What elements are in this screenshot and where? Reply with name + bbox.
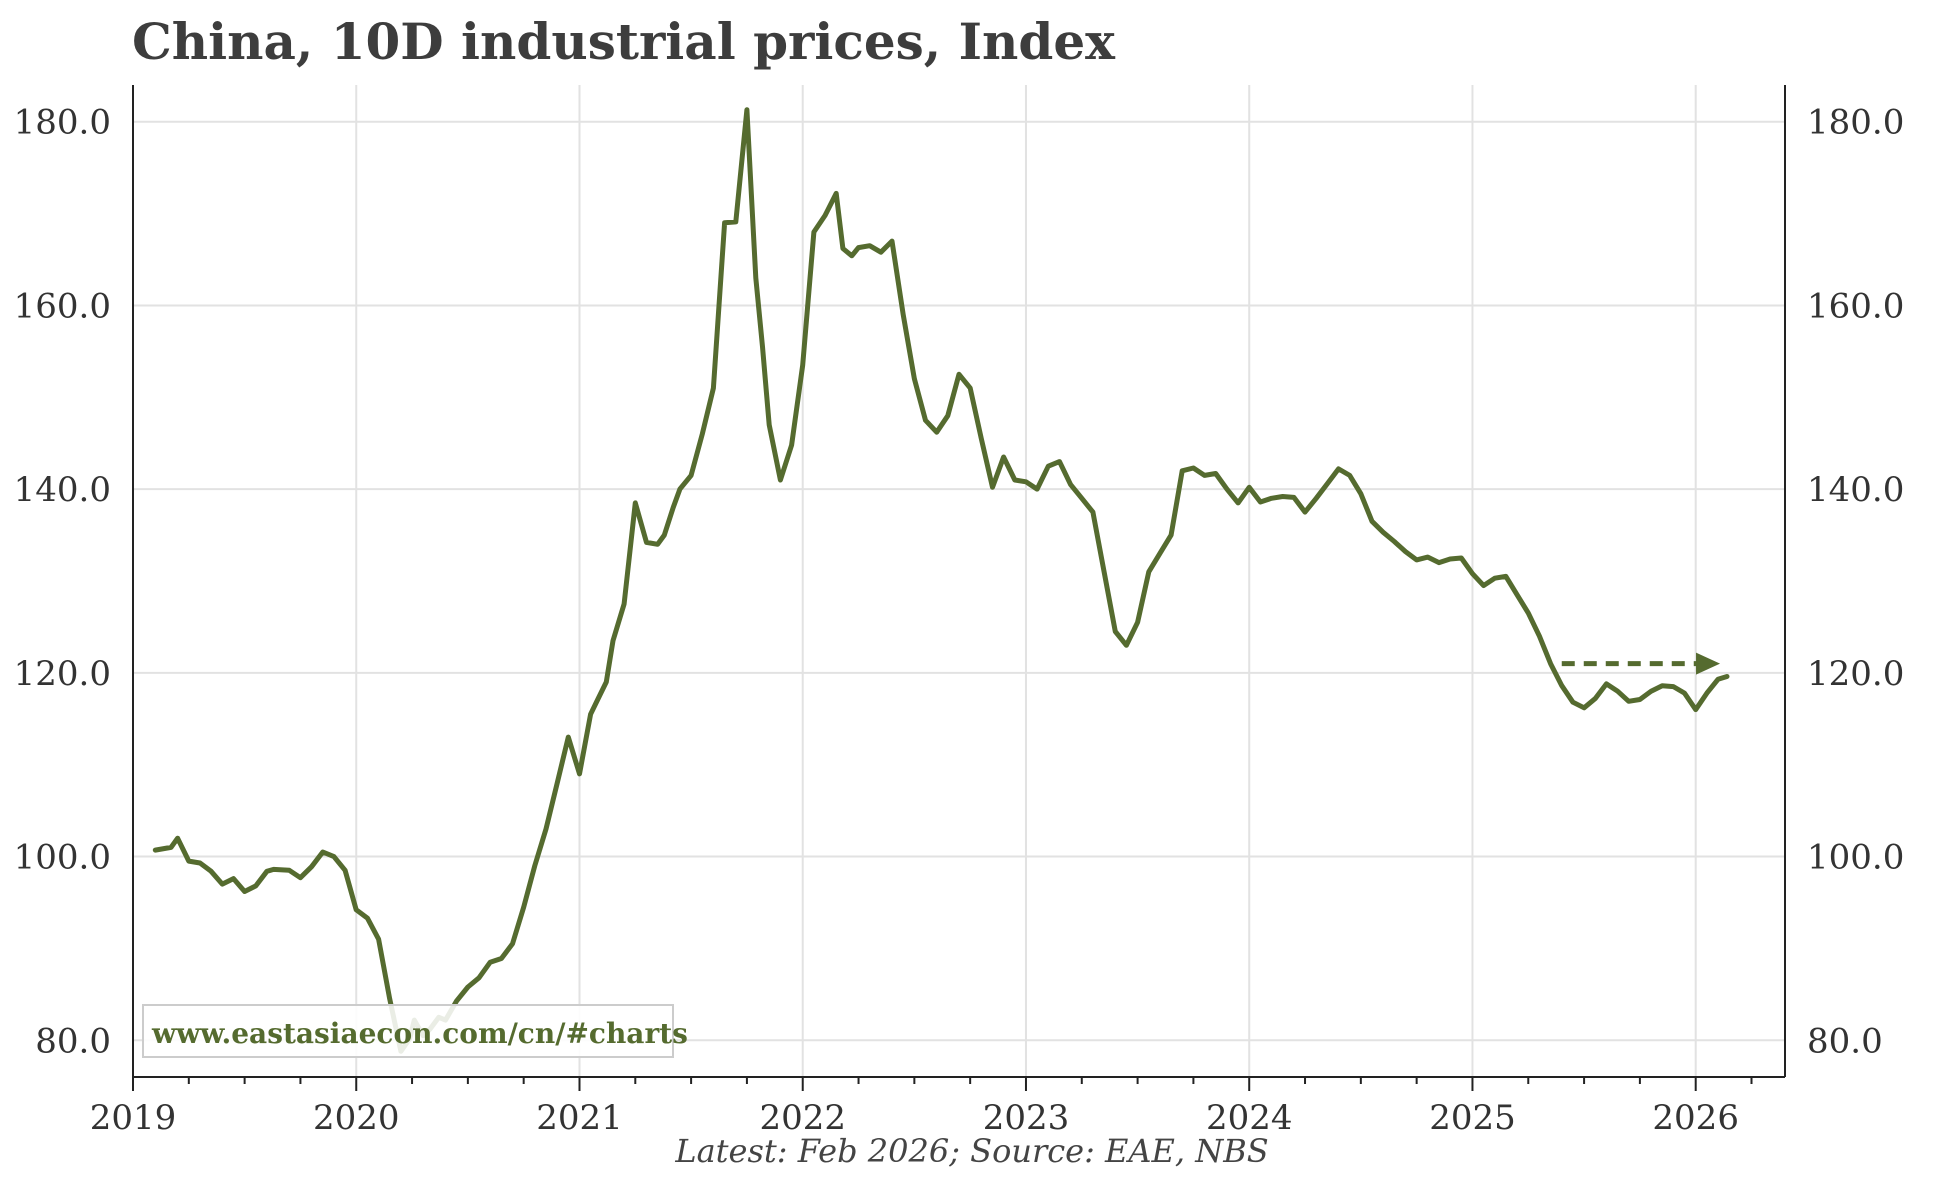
- series-line-0: [152, 107, 1730, 1054]
- y-tick-label-right: 100.0: [1807, 838, 1904, 878]
- y-tick-label-right: 160.0: [1807, 286, 1904, 326]
- series-layer: [152, 107, 1730, 1054]
- x-tick-label: 2019: [90, 1098, 177, 1138]
- y-tick-label-right: 180.0: [1807, 103, 1904, 143]
- y-tick-label-right: 140.0: [1807, 470, 1904, 510]
- watermark-text: www.eastasiaecon.com/cn/#charts: [151, 1017, 688, 1050]
- gridlines: [132, 85, 1785, 1077]
- x-tick-label: 2021: [536, 1098, 623, 1138]
- y-tick-label-left: 180.0: [14, 103, 111, 143]
- y-tick-label-left: 120.0: [14, 654, 111, 694]
- chart-title: China, 10D industrial prices, Index: [132, 12, 1115, 71]
- y-tick-label-left: 100.0: [14, 838, 111, 878]
- y-tick-label-right: 80.0: [1807, 1021, 1883, 1061]
- y-tick-label-left: 80.0: [35, 1021, 111, 1061]
- x-tick-label: 2025: [1429, 1098, 1516, 1138]
- y-tick-label-left: 160.0: [14, 286, 111, 326]
- axes: 80.0 80.0 100.0 100.0 120.0 120.0 140.0 140.0 16…: [14, 85, 1904, 1138]
- x-tick-label: 2023: [983, 1098, 1070, 1138]
- watermark: www.eastasiaecon.com/cn/#charts: [142, 1004, 688, 1058]
- source-note: Latest: Feb 2026; Source: EAE, NBS: [675, 1132, 1269, 1170]
- x-tick-label: 2026: [1652, 1098, 1739, 1138]
- x-tick-label: 2020: [313, 1098, 400, 1138]
- watermark-box: [142, 1004, 674, 1058]
- annotation-layer: [1561, 652, 1721, 675]
- y-tick-label-left: 140.0: [14, 470, 111, 510]
- x-tick-label: 2024: [1206, 1098, 1293, 1138]
- x-tick-label: 2022: [759, 1098, 846, 1138]
- y-tick-label-right: 120.0: [1807, 654, 1904, 694]
- trend-arrow-head: [1696, 652, 1721, 675]
